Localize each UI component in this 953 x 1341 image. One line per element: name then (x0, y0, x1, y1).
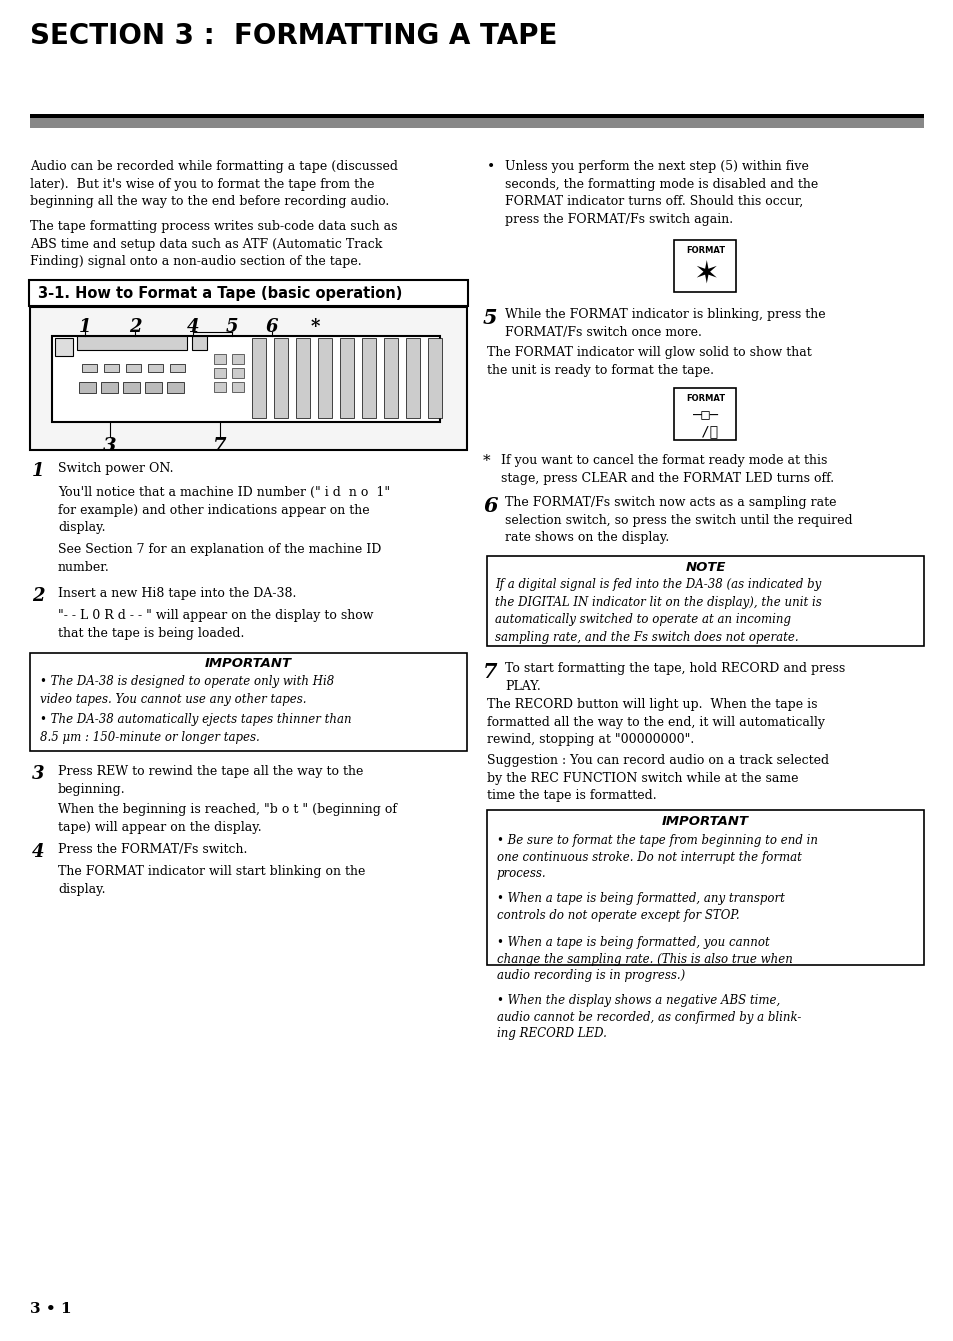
Bar (317, 338, 332, 418)
Bar (674, 240, 736, 292)
Text: •: • (486, 160, 495, 174)
Bar (428, 338, 441, 418)
Text: You'll notice that a machine ID number (" i d  n o  1"
for example) and other in: You'll notice that a machine ID number (… (58, 485, 390, 534)
Bar (104, 363, 119, 371)
Text: Unless you perform the next step (5) within five
seconds, the formatting mode is: Unless you perform the next step (5) wit… (504, 160, 818, 225)
Text: To start formatting the tape, hold RECORD and press
PLAY.: To start formatting the tape, hold RECOR… (504, 662, 844, 692)
Text: IMPORTANT: IMPORTANT (661, 815, 748, 827)
Bar (170, 363, 185, 371)
Text: Press REW to rewind the tape all the way to the
beginning.: Press REW to rewind the tape all the way… (58, 764, 363, 795)
Text: • The DA-38 is designed to operate only with Hi8
video tapes. You cannot use any: • The DA-38 is designed to operate only … (40, 675, 334, 705)
Bar (30, 653, 467, 751)
Text: ―□―
 /⎸: ―□― /⎸ (692, 408, 718, 439)
Text: • The DA-38 automatically ejects tapes thinner than
8.5 μm : 150-minute or longe: • The DA-38 automatically ejects tapes t… (40, 713, 352, 743)
Text: 6: 6 (266, 318, 278, 337)
FancyBboxPatch shape (101, 381, 118, 393)
Text: FORMAT: FORMAT (685, 245, 724, 255)
Text: • When a tape is being formatted, any transport
controls do not operate except f: • When a tape is being formatted, any tr… (497, 892, 784, 921)
Text: 3: 3 (32, 764, 45, 783)
Text: NOTE: NOTE (684, 561, 725, 574)
Bar (274, 338, 288, 418)
Text: 7: 7 (482, 662, 497, 683)
Bar (232, 354, 244, 363)
Text: See Section 7 for an explanation of the machine ID
number.: See Section 7 for an explanation of the … (58, 543, 381, 574)
Text: SECTION 3 :  FORMATTING A TAPE: SECTION 3 : FORMATTING A TAPE (30, 21, 557, 50)
Bar (213, 367, 226, 378)
FancyBboxPatch shape (123, 381, 140, 393)
Bar (232, 382, 244, 392)
Text: 7: 7 (213, 437, 227, 455)
Text: 2: 2 (32, 587, 45, 605)
Bar (232, 367, 244, 378)
Text: 5: 5 (482, 308, 497, 329)
Bar (674, 388, 736, 440)
Text: 4: 4 (32, 843, 45, 861)
Bar (486, 810, 923, 966)
Text: Switch power ON.: Switch power ON. (58, 463, 173, 475)
Bar (192, 337, 207, 350)
Text: Audio can be recorded while formatting a tape (discussed
later).  But it's wise : Audio can be recorded while formatting a… (30, 160, 397, 208)
FancyBboxPatch shape (168, 381, 184, 393)
Bar (339, 338, 354, 418)
Text: 6: 6 (482, 496, 497, 516)
Bar (52, 337, 439, 422)
Bar (30, 114, 923, 118)
Text: • When the display shows a negative ABS time,
audio cannot be recorded, as confi: • When the display shows a negative ABS … (497, 994, 801, 1041)
Text: The FORMAT/Fs switch now acts as a sampling rate
selection switch, so press the : The FORMAT/Fs switch now acts as a sampl… (504, 496, 852, 544)
Text: ✶: ✶ (692, 260, 718, 290)
Text: 1: 1 (79, 318, 91, 337)
Text: IMPORTANT: IMPORTANT (205, 657, 292, 670)
Text: • Be sure to format the tape from beginning to end in
one continuous stroke. Do : • Be sure to format the tape from beginn… (497, 834, 817, 880)
Bar (486, 557, 923, 646)
Bar (30, 118, 923, 127)
Text: While the FORMAT indicator is blinking, press the
FORMAT/Fs switch once more.: While the FORMAT indicator is blinking, … (504, 308, 824, 338)
Bar (30, 307, 467, 451)
Text: *: * (482, 455, 490, 468)
Text: The FORMAT indicator will start blinking on the
display.: The FORMAT indicator will start blinking… (58, 865, 365, 896)
Text: FORMAT: FORMAT (685, 394, 724, 404)
FancyBboxPatch shape (29, 280, 468, 306)
Text: 3 • 1: 3 • 1 (30, 1302, 71, 1316)
Text: The tape formatting process writes sub-code data such as
ABS time and setup data: The tape formatting process writes sub-c… (30, 220, 397, 268)
Bar (295, 338, 310, 418)
Text: Insert a new Hi8 tape into the DA-38.: Insert a new Hi8 tape into the DA-38. (58, 587, 296, 599)
Text: Suggestion : You can record audio on a track selected
by the REC FUNCTION switch: Suggestion : You can record audio on a t… (486, 754, 828, 802)
Bar (55, 338, 73, 355)
Text: "- - L 0 R d - - " will appear on the display to show
that the tape is being loa: "- - L 0 R d - - " will appear on the di… (58, 609, 374, 640)
Text: 2: 2 (129, 318, 141, 337)
Text: *: * (310, 318, 319, 337)
Text: Press the FORMAT/Fs switch.: Press the FORMAT/Fs switch. (58, 843, 247, 856)
FancyBboxPatch shape (79, 381, 96, 393)
Bar (126, 363, 141, 371)
Text: If a digital signal is fed into the DA-38 (as indicated by
the DIGITAL IN indica: If a digital signal is fed into the DA-3… (495, 578, 821, 644)
Text: 1: 1 (32, 463, 45, 480)
Text: When the beginning is reached, "b o t " (beginning of
tape) will appear on the d: When the beginning is reached, "b o t " … (58, 803, 396, 834)
Text: 3-1. How to Format a Tape (basic operation): 3-1. How to Format a Tape (basic operati… (38, 286, 402, 300)
Bar (252, 338, 266, 418)
Bar (82, 363, 97, 371)
Bar (77, 337, 187, 350)
Text: The RECORD button will light up.  When the tape is
formatted all the way to the : The RECORD button will light up. When th… (486, 699, 824, 746)
Bar (213, 354, 226, 363)
Bar (361, 338, 375, 418)
Text: If you want to cancel the format ready mode at this
stage, press CLEAR and the F: If you want to cancel the format ready m… (500, 455, 833, 484)
Text: • When a tape is being formatted, you cannot
change the sampling rate. (This is : • When a tape is being formatted, you ca… (497, 936, 792, 982)
Bar (406, 338, 419, 418)
FancyBboxPatch shape (146, 381, 162, 393)
Bar (148, 363, 163, 371)
Text: 4: 4 (187, 318, 199, 337)
Bar (213, 382, 226, 392)
Text: The FORMAT indicator will glow solid to show that
the unit is ready to format th: The FORMAT indicator will glow solid to … (486, 346, 811, 377)
Bar (384, 338, 397, 418)
Text: 5: 5 (226, 318, 238, 337)
Text: 3: 3 (103, 437, 116, 455)
